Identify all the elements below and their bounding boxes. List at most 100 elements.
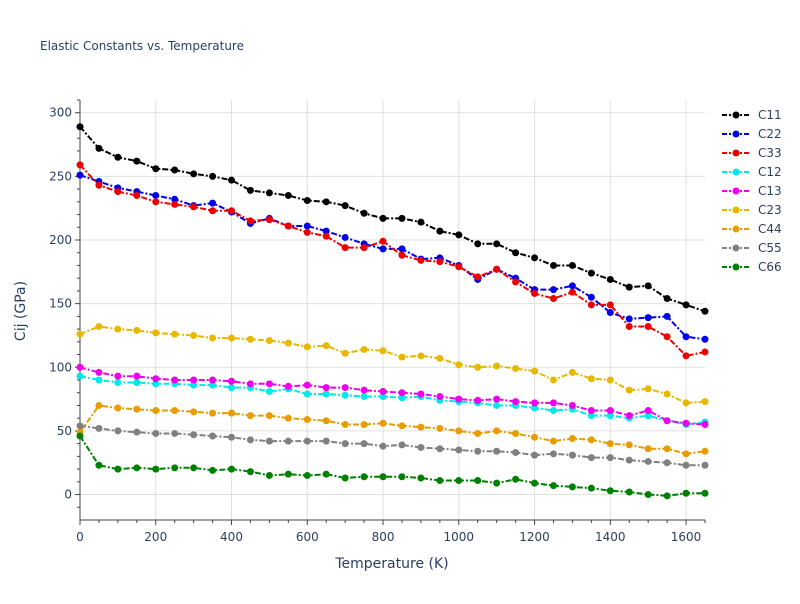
series-layer <box>76 123 709 500</box>
data-point <box>455 395 463 403</box>
data-point <box>474 447 482 455</box>
data-point <box>114 379 122 387</box>
data-point <box>663 492 671 500</box>
data-point <box>549 295 557 303</box>
data-point <box>625 412 633 420</box>
data-point <box>568 451 576 459</box>
data-point <box>209 334 217 342</box>
data-point <box>436 258 444 266</box>
data-point <box>95 376 103 384</box>
y-tick-label: 300 <box>49 106 72 120</box>
data-point <box>474 240 482 248</box>
data-point <box>531 289 539 297</box>
legend-marker <box>732 244 740 252</box>
data-point <box>303 343 311 351</box>
legend-item-c55[interactable]: C55 <box>722 241 782 255</box>
axes-layer: 0 200 400 600 800 1000 1200 1400 1600 0 50 100 150 20… <box>49 99 706 544</box>
y-axis-label: Cij (GPa) <box>13 281 29 341</box>
data-point <box>228 433 236 441</box>
data-point <box>682 333 690 341</box>
data-point <box>398 214 406 222</box>
legend-item-c23[interactable]: C23 <box>722 203 782 217</box>
legend-item-c22[interactable]: C22 <box>722 127 782 141</box>
series-line <box>79 435 705 497</box>
data-point <box>284 222 292 230</box>
data-point <box>398 389 406 397</box>
data-point <box>95 144 103 152</box>
data-point <box>606 407 614 415</box>
data-point <box>76 330 84 338</box>
legend-marker <box>732 130 740 138</box>
data-point <box>76 161 84 169</box>
data-point <box>322 470 330 478</box>
data-point <box>114 404 122 412</box>
data-point <box>133 326 141 334</box>
data-point <box>587 436 595 444</box>
data-point <box>265 412 273 420</box>
legend-item-c33[interactable]: C33 <box>722 146 782 160</box>
data-point <box>190 170 198 178</box>
data-point <box>644 323 652 331</box>
data-point <box>152 465 160 473</box>
data-point <box>549 376 557 384</box>
data-point <box>701 307 709 315</box>
data-point <box>549 261 557 269</box>
data-point <box>209 207 217 215</box>
series-c55 <box>76 422 709 469</box>
data-point <box>360 244 368 252</box>
data-point <box>701 348 709 356</box>
legend-item-c44[interactable]: C44 <box>722 222 782 236</box>
data-point <box>587 407 595 415</box>
data-point <box>701 489 709 497</box>
series-line <box>79 366 706 426</box>
data-point <box>379 393 387 401</box>
data-point <box>322 342 330 350</box>
data-point <box>682 489 690 497</box>
data-point <box>568 282 576 290</box>
data-point <box>209 381 217 389</box>
data-point <box>512 365 520 373</box>
data-point <box>682 352 690 360</box>
data-point <box>303 390 311 398</box>
data-point <box>644 491 652 499</box>
series-line <box>79 375 706 426</box>
data-point <box>474 396 482 404</box>
data-point <box>493 362 501 370</box>
data-point <box>398 353 406 361</box>
data-point <box>606 440 614 448</box>
data-point <box>114 153 122 161</box>
data-point <box>606 301 614 309</box>
data-point <box>379 442 387 450</box>
data-point <box>493 447 501 455</box>
data-point <box>644 314 652 322</box>
legend-item-c11[interactable]: C11 <box>722 108 782 122</box>
data-point <box>228 207 236 215</box>
data-point <box>228 465 236 473</box>
data-point <box>284 382 292 390</box>
data-point <box>95 368 103 376</box>
data-point <box>398 245 406 253</box>
data-point <box>625 323 633 331</box>
legend-item-c12[interactable]: C12 <box>722 165 782 179</box>
series-line <box>79 424 705 467</box>
data-point <box>606 309 614 317</box>
data-point <box>322 232 330 240</box>
data-point <box>95 323 103 331</box>
data-point <box>303 437 311 445</box>
data-point <box>152 429 160 437</box>
data-point <box>474 429 482 437</box>
legend-item-c66[interactable]: C66 <box>722 260 782 274</box>
data-point <box>303 381 311 389</box>
data-point <box>95 401 103 409</box>
legend-item-c13[interactable]: C13 <box>722 184 782 198</box>
data-point <box>228 334 236 342</box>
data-point <box>455 477 463 485</box>
data-point <box>303 471 311 479</box>
data-point <box>531 451 539 459</box>
data-point <box>493 401 501 409</box>
data-point <box>246 380 254 388</box>
data-point <box>341 440 349 448</box>
data-point <box>171 200 179 208</box>
data-point <box>568 261 576 269</box>
x-axis-label: Temperature (K) <box>334 556 448 572</box>
